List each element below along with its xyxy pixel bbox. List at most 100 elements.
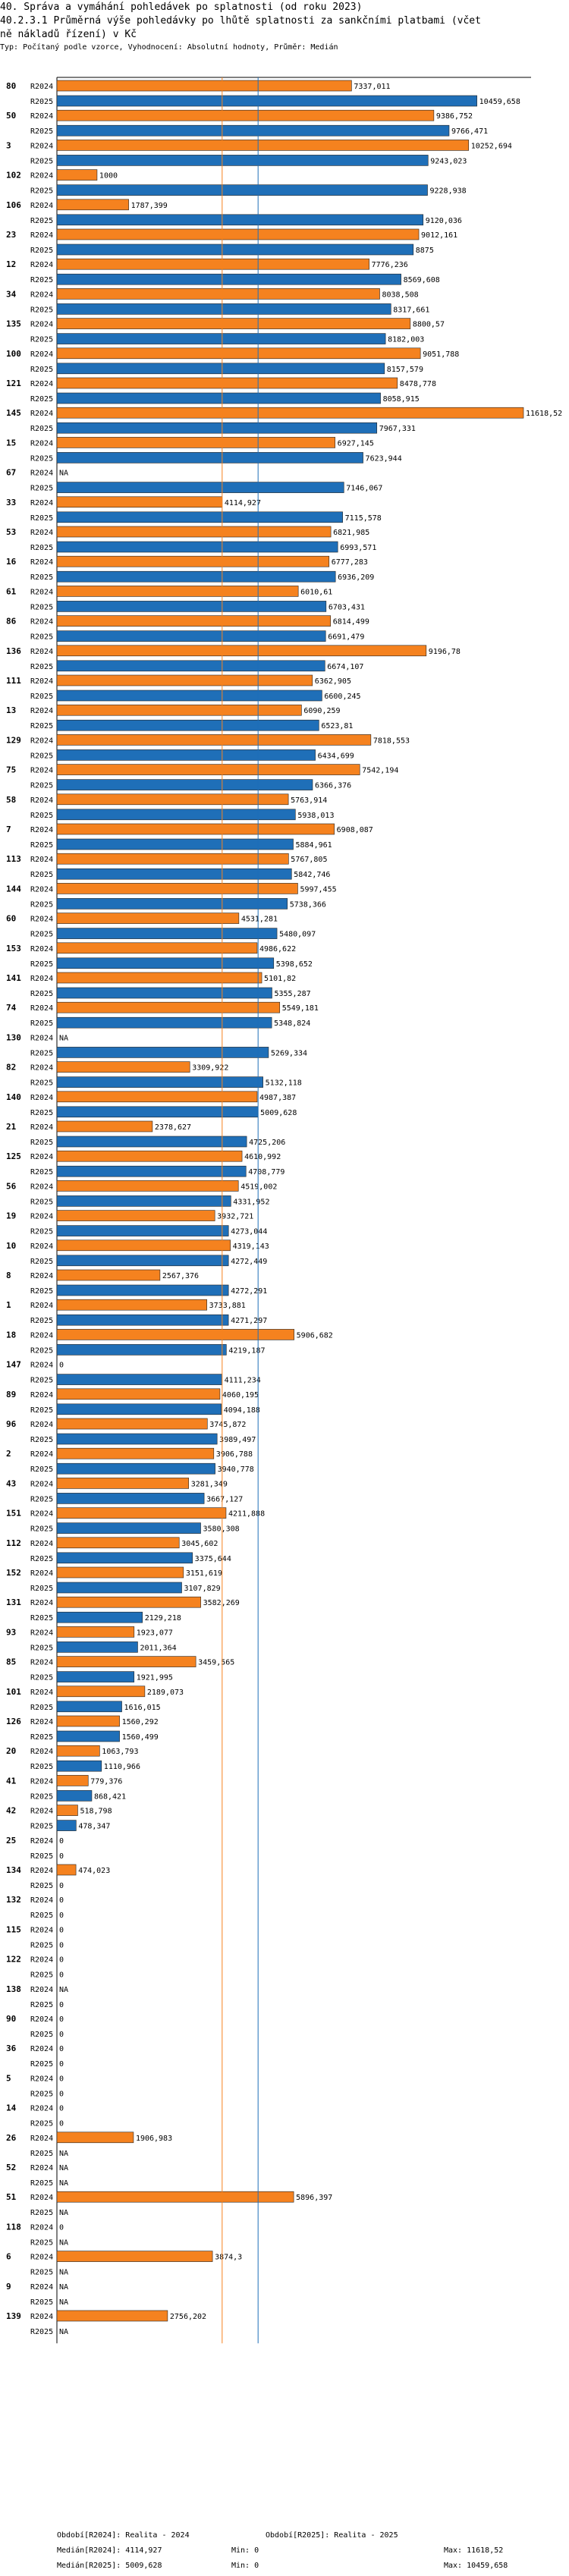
value-label-r2024: 6010,61 <box>300 588 332 596</box>
series-label-r2024: R2024 <box>30 1599 53 1607</box>
value-label-r2025: 0 <box>59 2120 64 2128</box>
series-label-r2024: R2024 <box>30 796 53 805</box>
bar-r2024 <box>56 1775 89 1786</box>
bar-r2025 <box>56 155 429 166</box>
row-id-label: 34 <box>6 289 17 299</box>
series-label-r2024: R2024 <box>30 2223 53 2232</box>
bar-r2024 <box>56 2251 213 2262</box>
row-id-label: 9 <box>6 2282 11 2292</box>
series-label-r2024: R2024 <box>30 1569 53 1578</box>
series-label-r2025: R2025 <box>30 693 53 701</box>
value-label-r2025: 8182,003 <box>388 336 424 344</box>
bar-r2024 <box>56 555 330 567</box>
row-id-label: 86 <box>6 617 17 627</box>
value-label-r2024: 0 <box>59 2223 64 2232</box>
bar-r2025 <box>56 1671 135 1682</box>
value-label-r2024: 7337,011 <box>354 83 390 91</box>
bar-r2025 <box>56 1016 272 1029</box>
row-id-label: 26 <box>6 2133 17 2143</box>
bar-r2025 <box>56 1165 247 1177</box>
row-id-label: 129 <box>6 735 21 745</box>
row-id-label: 85 <box>6 1657 16 1667</box>
row-id-label: 112 <box>6 1538 21 1548</box>
chart-subtitle-line1: 40.2.3.1 Průměrná výše pohledávky po lhů… <box>0 15 481 27</box>
value-label-r2024: 6927,145 <box>338 439 374 448</box>
series-label-r2025: R2025 <box>30 1614 53 1623</box>
bar-r2024 <box>56 883 298 894</box>
series-label-r2025: R2025 <box>30 2209 53 2217</box>
row-id-label: 52 <box>6 2163 16 2172</box>
series-label-r2024: R2024 <box>30 2254 53 2262</box>
series-label-r2025: R2025 <box>30 573 53 582</box>
row-id-label: 136 <box>6 646 21 656</box>
value-label-r2024: 6090,259 <box>303 707 340 715</box>
value-label-r2025: 6691,479 <box>328 633 364 642</box>
series-label-r2024: R2024 <box>30 2164 53 2172</box>
bar-r2025 <box>56 1820 77 1831</box>
value-label-r2025: 5398,652 <box>276 960 313 969</box>
series-label-r2024: R2024 <box>30 202 53 210</box>
series-label-r2024: R2024 <box>30 410 53 418</box>
value-label-r2025: 3580,308 <box>203 1525 240 1534</box>
row-id-label: 144 <box>6 884 21 894</box>
bar-r2025 <box>56 570 336 583</box>
value-label-r2024: 8038,508 <box>382 291 419 299</box>
value-label-r2024: 779,376 <box>90 1777 122 1786</box>
bar-r2025 <box>56 957 275 969</box>
series-label-r2025: R2025 <box>30 2120 53 2128</box>
bar-r2024 <box>56 169 98 181</box>
series-label-r2025: R2025 <box>30 2150 53 2158</box>
bar-r2024 <box>56 1537 180 1549</box>
bar-r2025 <box>56 1522 201 1534</box>
series-label-r2025: R2025 <box>30 633 53 642</box>
row-id-label: 36 <box>6 2044 17 2053</box>
series-label-r2025: R2025 <box>30 336 53 344</box>
series-label-r2025: R2025 <box>30 663 53 671</box>
series-label-r2025: R2025 <box>30 1852 53 1861</box>
series-label-r2025: R2025 <box>30 782 53 790</box>
bar-r2024 <box>56 1626 135 1638</box>
bar-r2024 <box>56 1299 207 1311</box>
value-label-r2025: 4272,291 <box>231 1287 267 1296</box>
value-label-r2025: 7115,578 <box>345 514 382 523</box>
bar-r2025 <box>56 1344 227 1356</box>
value-label-r2024: 0 <box>59 2015 64 2024</box>
bar-r2025 <box>56 1582 182 1594</box>
value-label-r2025: 8058,915 <box>383 395 420 404</box>
series-label-r2024: R2024 <box>30 1064 53 1073</box>
row-id-label: 141 <box>6 973 21 983</box>
series-label-r2025: R2025 <box>30 1465 53 1474</box>
value-label-r2025: 6366,376 <box>315 782 351 790</box>
value-label-r2024: 6908,087 <box>337 826 373 834</box>
row-id-label: 102 <box>6 171 21 181</box>
value-label-r2024: 6821,985 <box>333 529 369 537</box>
series-label-r2025: R2025 <box>30 157 53 165</box>
value-label-r2024: 0 <box>59 2105 64 2113</box>
bar-r2025 <box>56 1433 218 1445</box>
series-label-r2024: R2024 <box>30 885 53 894</box>
series-label-r2024: R2024 <box>30 1362 53 1370</box>
bar-r2025 <box>56 482 344 493</box>
bar-r2025 <box>56 690 322 702</box>
series-label-r2025: R2025 <box>30 366 53 374</box>
row-id-label: 60 <box>6 914 16 924</box>
series-label-r2025: R2025 <box>30 1823 53 1831</box>
row-id-label: 20 <box>6 1746 16 1756</box>
bar-r2024 <box>56 1685 146 1698</box>
row-id-label: 3 <box>6 140 11 150</box>
bar-r2025 <box>56 1790 93 1802</box>
series-label-r2025: R2025 <box>30 454 53 463</box>
bar-r2024 <box>56 2131 134 2144</box>
series-label-r2024: R2024 <box>30 737 53 745</box>
series-label-r2024: R2024 <box>30 350 53 359</box>
bar-r2025 <box>56 95 477 107</box>
value-label-r2025: 6993,571 <box>340 544 376 552</box>
series-label-r2025: R2025 <box>30 1228 53 1236</box>
bar-r2024 <box>56 586 299 597</box>
row-id-label: 50 <box>6 111 16 121</box>
series-label-r2025: R2025 <box>30 217 53 225</box>
series-label-r2024: R2024 <box>30 677 53 686</box>
bar-r2024 <box>56 407 524 419</box>
series-label-r2024: R2024 <box>30 2194 53 2202</box>
bar-r2025 <box>56 1462 215 1475</box>
